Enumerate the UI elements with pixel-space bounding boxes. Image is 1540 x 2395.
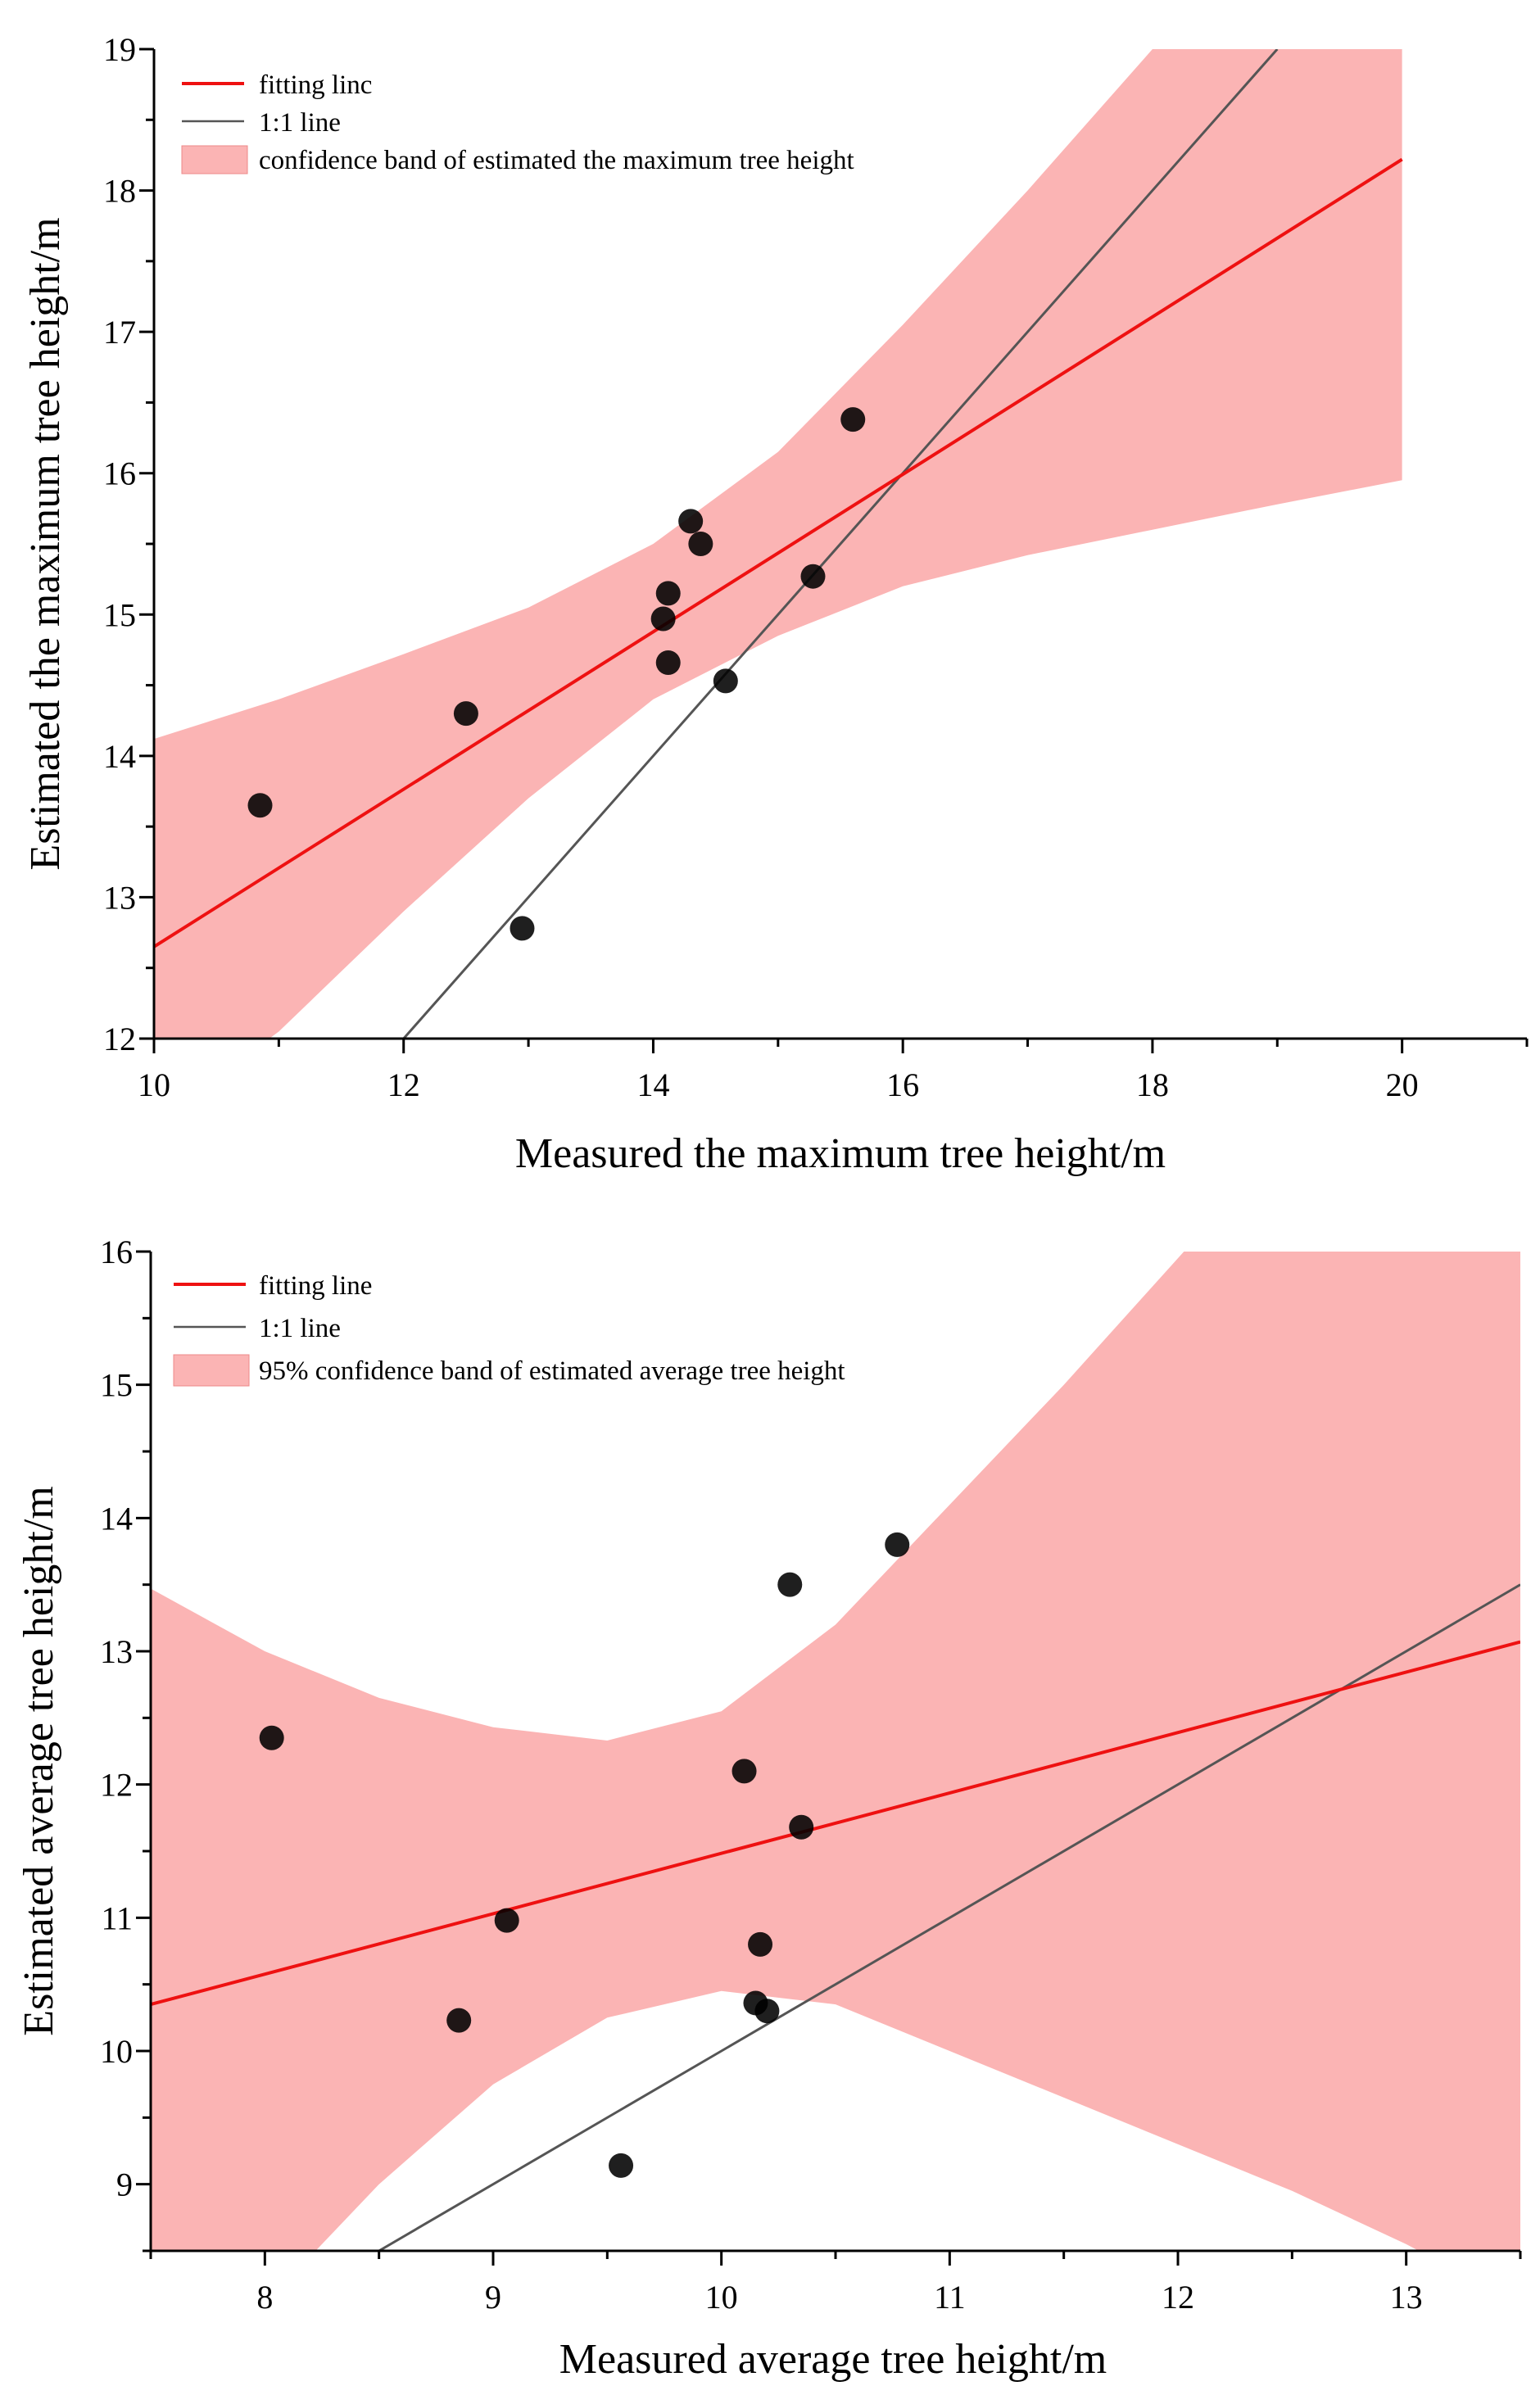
identity-line	[378, 1583, 1520, 2251]
legend-band-swatch	[173, 1354, 250, 1387]
chart-average-height: 8 9 10 11 12 13 9 10 11 12 13 14 15 16 Measured aver…	[16, 1234, 1522, 2383]
fitting-line	[154, 157, 1403, 948]
data-point	[259, 1725, 284, 1750]
x-axis-label: Measured the maximum tree height/m	[515, 1130, 1166, 1177]
data-point	[748, 1931, 773, 1957]
y-axis-label: Estimated average tree height/m	[16, 1486, 62, 2035]
x-axis-ticks: 10 12 14 16 18 20	[138, 1039, 1529, 1103]
data-points	[259, 1532, 910, 2178]
data-point	[453, 701, 478, 727]
data-point	[732, 1759, 757, 1784]
confidence-band	[151, 1252, 1520, 2251]
confidence-band	[154, 49, 1402, 1039]
x-axis-ticks: 8 9 10 11 12 13	[149, 2251, 1522, 2316]
identity-line	[402, 49, 1279, 1039]
y-tick-label: 18	[103, 173, 136, 210]
legend-band-swatch	[181, 145, 248, 174]
data-point	[713, 668, 738, 694]
legend-band-label: 95% confidence band of estimated average…	[259, 1356, 845, 1386]
data-point	[494, 1908, 519, 1933]
data-point	[446, 2008, 472, 2033]
legend-fit-label: fitting line	[259, 1271, 372, 1301]
x-tick-label: 11	[934, 2279, 966, 2316]
y-tick-label: 12	[103, 1021, 136, 1057]
y-tick-label: 14	[100, 1500, 133, 1537]
x-tick-label: 10	[138, 1066, 170, 1103]
x-tick-label: 16	[886, 1066, 919, 1103]
data-points	[247, 407, 866, 941]
legend-identity-label: 1:1 line	[259, 1314, 341, 1343]
legend-band-label: confidence band of estimated the maximum…	[259, 146, 854, 175]
data-point	[777, 1572, 803, 1597]
data-point	[510, 916, 535, 941]
x-tick-label: 9	[485, 2279, 501, 2316]
y-axis-label: Estimated the maximum tree height/m	[22, 217, 69, 870]
legend-fit-label: fitting linc	[259, 70, 372, 100]
data-point	[655, 581, 681, 606]
legend: fitting line 1:1 line 95% confidence ban…	[173, 1271, 845, 1387]
y-tick-label: 17	[103, 314, 136, 351]
data-point	[789, 1814, 814, 1840]
x-tick-label: 12	[387, 1066, 420, 1103]
x-tick-label: 20	[1386, 1066, 1419, 1103]
x-axis-label: Measured average tree height/m	[559, 2336, 1107, 2383]
data-point	[800, 564, 826, 589]
x-tick-label: 13	[1390, 2279, 1423, 2316]
x-tick-label: 10	[705, 2279, 738, 2316]
x-tick-label: 18	[1136, 1066, 1169, 1103]
y-tick-label: 15	[103, 596, 136, 633]
y-tick-label: 11	[101, 1899, 133, 1936]
y-tick-label: 19	[103, 31, 136, 68]
y-tick-label: 13	[100, 1633, 133, 1670]
y-tick-label: 9	[116, 2166, 133, 2203]
data-point	[754, 1999, 780, 2024]
y-tick-label: 13	[103, 879, 136, 916]
data-point	[840, 407, 866, 432]
y-tick-label: 14	[103, 738, 136, 775]
y-tick-label: 12	[100, 1767, 133, 1804]
legend: fitting linc 1:1 line confidence band of…	[181, 70, 854, 175]
y-tick-label: 16	[103, 455, 136, 492]
data-point	[678, 509, 704, 534]
data-point	[650, 606, 676, 632]
y-axis-ticks: 12 13 14 15 16 17 18 19	[103, 31, 154, 1057]
data-point	[609, 2153, 634, 2178]
y-tick-label: 10	[100, 2033, 133, 2070]
x-tick-label: 8	[256, 2279, 273, 2316]
data-point	[688, 532, 713, 556]
x-tick-label: 14	[636, 1066, 669, 1103]
x-tick-label: 12	[1162, 2279, 1194, 2316]
data-point	[655, 650, 681, 675]
y-tick-label: 15	[100, 1367, 133, 1404]
legend-identity-label: 1:1 line	[259, 108, 341, 138]
y-tick-label: 16	[100, 1234, 133, 1270]
fitting-line	[151, 1640, 1520, 2007]
data-point	[885, 1532, 910, 1557]
y-axis-ticks: 9 10 11 12 13 14 15 16	[100, 1234, 151, 2252]
data-point	[247, 793, 273, 818]
